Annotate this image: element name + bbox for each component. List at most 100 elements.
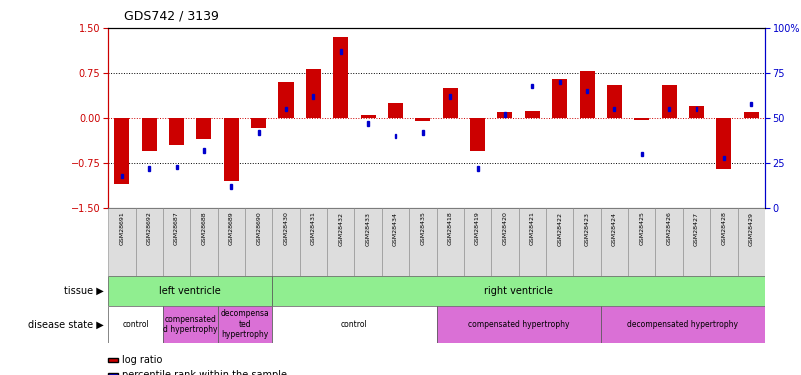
Text: decompensated hypertrophy: decompensated hypertrophy [627,320,739,329]
Bar [382,208,409,276]
Bar [354,208,382,276]
Bar [252,118,266,128]
Bar [272,276,765,306]
Text: GDS742 / 3139: GDS742 / 3139 [124,9,219,22]
Bar [175,165,178,169]
Bar [738,208,765,276]
Bar [470,118,485,151]
Bar [416,118,430,121]
Bar [191,208,218,276]
Text: GSM28420: GSM28420 [502,211,508,245]
Text: GSM28421: GSM28421 [529,211,535,245]
Text: log ratio: log ratio [122,355,162,365]
Text: GSM28431: GSM28431 [311,211,316,245]
Bar [395,134,396,138]
Bar [279,82,293,118]
Bar [367,122,369,126]
Bar [340,50,342,54]
Bar [306,69,321,118]
Bar [218,306,272,343]
Text: control: control [341,320,368,329]
Bar [449,94,451,99]
Bar [169,118,184,145]
Bar [634,118,650,120]
Bar [497,112,513,118]
Text: GSM28426: GSM28426 [666,211,672,245]
Bar [751,102,752,106]
Text: GSM28430: GSM28430 [284,211,288,245]
Bar [519,208,546,276]
Bar [531,84,533,88]
Bar [443,88,457,118]
Bar [437,306,601,343]
Bar [312,94,314,99]
Bar [142,118,157,151]
Text: GSM28433: GSM28433 [365,211,371,246]
Text: GSM28690: GSM28690 [256,211,261,245]
Text: GSM28691: GSM28691 [119,211,124,245]
Text: GSM28423: GSM28423 [585,211,590,246]
Bar [121,174,123,178]
Bar [723,156,725,160]
Bar [388,103,403,118]
Bar [108,276,272,306]
Bar [504,112,506,117]
Bar [223,118,239,181]
Text: right ventricle: right ventricle [485,286,553,296]
Bar [477,166,478,171]
Bar [115,118,129,184]
Text: GSM28689: GSM28689 [229,211,234,245]
Text: GSM28418: GSM28418 [448,211,453,245]
Bar [360,115,376,118]
Text: GSM28422: GSM28422 [557,211,562,246]
Text: GSM28425: GSM28425 [639,211,644,245]
Text: GSM28687: GSM28687 [174,211,179,245]
Bar [218,208,245,276]
Bar [614,107,615,111]
Bar [409,208,437,276]
Text: GSM28688: GSM28688 [201,211,207,245]
Bar [327,208,354,276]
Text: GSM28427: GSM28427 [694,211,699,246]
Bar [108,208,135,276]
Bar [163,306,218,343]
Text: control: control [122,320,149,329]
Bar [710,208,738,276]
Bar [641,152,642,156]
Text: disease state ▶: disease state ▶ [28,320,104,329]
Bar [437,208,464,276]
Bar [272,306,437,343]
Bar [559,80,561,84]
Bar [333,37,348,118]
Bar [586,89,588,93]
Bar [525,111,540,118]
Bar [272,208,300,276]
Bar [196,118,211,139]
Bar [108,306,163,343]
Bar [163,208,191,276]
Bar [574,208,601,276]
Bar [607,85,622,118]
Bar [546,208,574,276]
Bar [422,130,424,135]
Text: compensated
d hypertrophy: compensated d hypertrophy [163,315,218,334]
Text: left ventricle: left ventricle [159,286,221,296]
Bar [695,107,698,111]
Text: GSM28424: GSM28424 [612,211,617,246]
Bar [601,208,628,276]
Bar [258,130,260,135]
Bar [628,208,655,276]
Text: GSM28692: GSM28692 [147,211,151,245]
Bar [552,79,567,118]
Bar [580,71,594,118]
Bar [203,148,205,153]
Text: GSM28428: GSM28428 [722,211,727,245]
Bar [668,107,670,111]
Bar [231,184,232,189]
Text: GSM28435: GSM28435 [421,211,425,245]
Bar [682,208,710,276]
Bar [135,208,163,276]
Text: compensated hypertrophy: compensated hypertrophy [468,320,570,329]
Bar [464,208,491,276]
Text: GSM28429: GSM28429 [749,211,754,246]
